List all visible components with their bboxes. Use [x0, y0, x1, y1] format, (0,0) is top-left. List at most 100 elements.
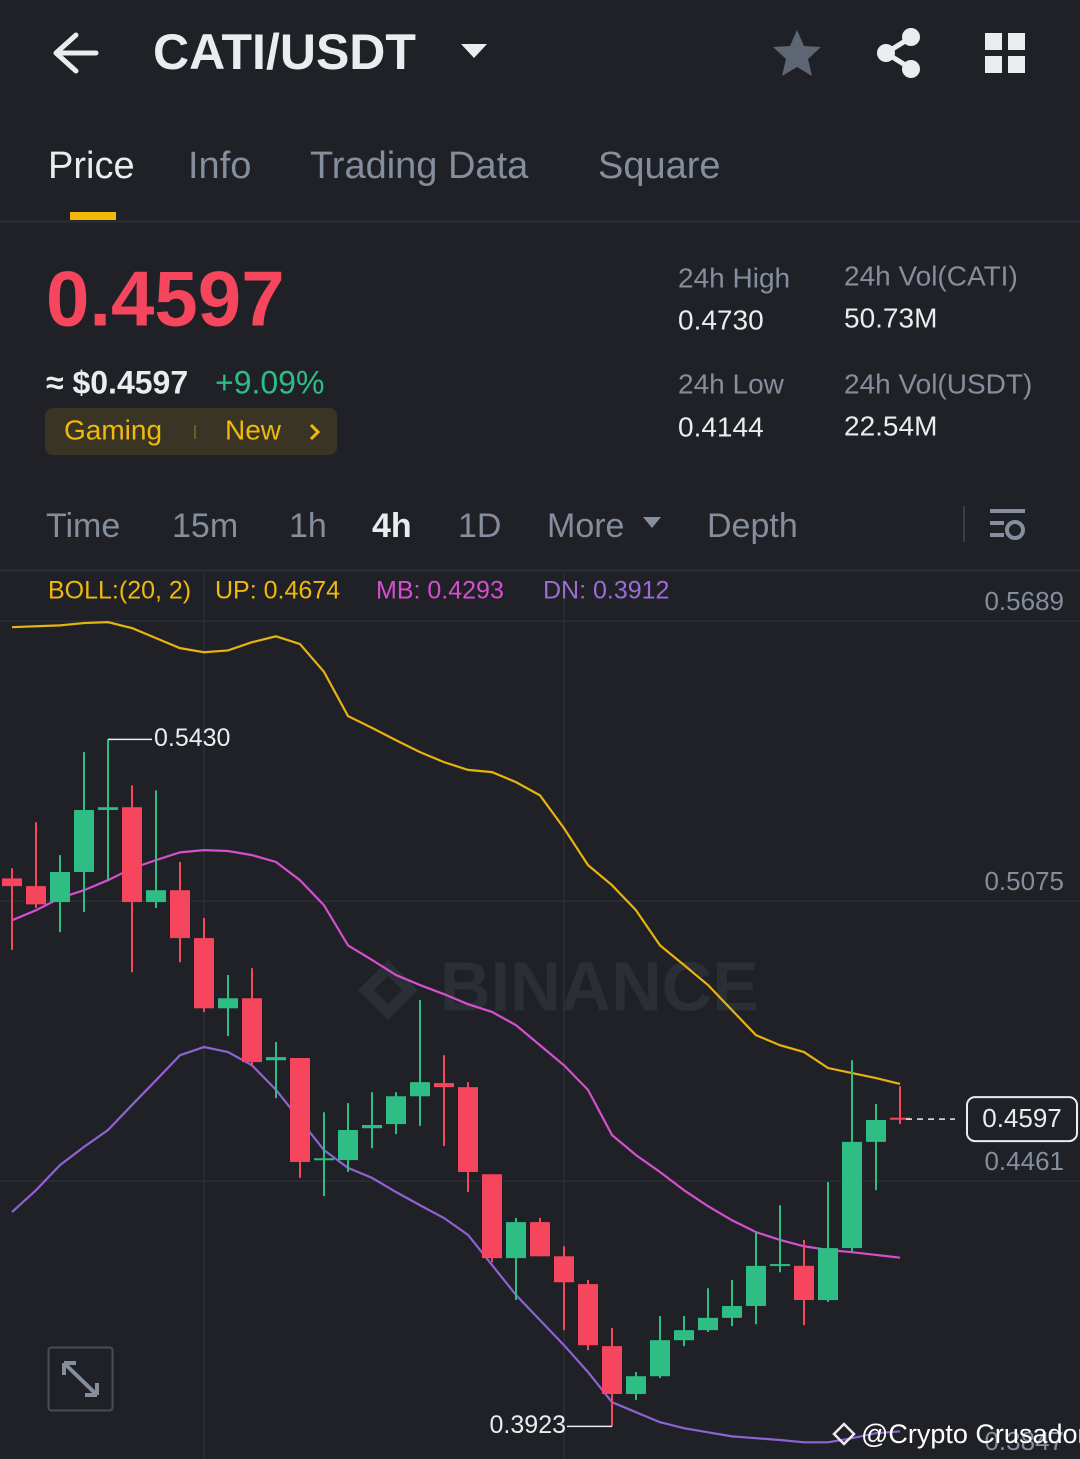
interval[interactable]: 1h — [289, 507, 327, 545]
y-tick-label: 0.5689 — [984, 586, 1064, 616]
candle-body — [842, 1141, 862, 1249]
candle-body — [122, 807, 142, 903]
favorite-star[interactable] — [773, 30, 821, 76]
candle-body — [218, 998, 238, 1009]
y-tick-label: 0.3847 — [984, 1426, 1064, 1456]
watermark-logo — [358, 960, 418, 1020]
candle-body — [2, 878, 22, 887]
y-tick-label: 0.5075 — [984, 866, 1064, 896]
candle-body — [314, 1158, 334, 1161]
interval-active[interactable]: 4h — [372, 507, 412, 545]
candle-body — [818, 1248, 838, 1301]
stat-value: 50.73M — [844, 302, 937, 333]
candle-body — [578, 1284, 598, 1346]
expand-frame — [47, 1346, 114, 1412]
interval[interactable]: More — [547, 507, 624, 545]
interval[interactable]: 1D — [458, 507, 501, 545]
candle-body — [194, 938, 214, 1009]
candle-body — [674, 1330, 694, 1341]
candle-body — [146, 890, 166, 903]
tab[interactable]: Square — [598, 145, 721, 187]
back-button[interactable] — [53, 32, 99, 74]
stat-value: 0.4730 — [678, 304, 764, 335]
interval[interactable]: Depth — [707, 507, 798, 545]
candle-body — [746, 1265, 766, 1306]
candle-body — [554, 1256, 574, 1283]
legend-item: DN: 0.3912 — [543, 577, 669, 605]
candle-body — [362, 1125, 382, 1129]
candle-body — [434, 1083, 454, 1088]
stat-label: 24h Vol(USDT) — [844, 368, 1032, 399]
candle-body — [794, 1265, 814, 1301]
boll-line — [11, 1045, 901, 1444]
stat-value: 22.54M — [844, 410, 937, 441]
tag: Gaming — [64, 414, 162, 445]
watermark: BINANCE — [440, 947, 759, 1025]
candle-body — [242, 998, 262, 1063]
settings-bar — [990, 509, 1025, 513]
grid-cell — [1008, 33, 1025, 50]
candle-body — [386, 1096, 406, 1125]
tab-active[interactable]: Price — [48, 145, 135, 187]
last-price-box — [966, 1096, 1078, 1143]
tag: New — [225, 414, 282, 445]
candle-body — [98, 807, 118, 810]
settings-bar — [990, 521, 1004, 525]
candle-body — [530, 1222, 550, 1257]
y-tick-label: 0.4461 — [984, 1146, 1064, 1176]
expand-button[interactable] — [47, 1346, 114, 1412]
last-price-label: 0.4597 — [982, 1103, 1062, 1133]
share-dot — [902, 28, 920, 46]
expand-icon — [62, 1361, 99, 1397]
pair-caret[interactable] — [461, 44, 487, 58]
candle-body — [410, 1082, 430, 1097]
menu-grid[interactable] — [985, 33, 1025, 73]
high-label: 0.5430 — [154, 724, 230, 752]
tab-indicator — [70, 212, 116, 220]
settings-bar — [990, 533, 1004, 537]
legend-item: MB: 0.4293 — [376, 577, 504, 605]
price-change: +9.09% — [215, 364, 324, 400]
share-dot — [902, 60, 920, 78]
share-button[interactable] — [877, 28, 920, 78]
share-dot — [877, 44, 895, 62]
candle-body — [26, 886, 46, 905]
more-caret[interactable] — [643, 517, 661, 528]
stat-value: 0.4144 — [678, 411, 764, 442]
back-arrow — [53, 32, 99, 74]
credit: @Crypto Crusador — [861, 1419, 1080, 1449]
pair-title[interactable]: CATI/USDT — [153, 24, 416, 80]
legend-item: UP: 0.4674 — [215, 577, 340, 605]
settings-gear — [1005, 520, 1025, 540]
stat-label: 24h Vol(CATI) — [844, 260, 1018, 291]
legend-item: BOLL:(20, 2) — [48, 577, 191, 605]
tag-pill[interactable]: Gaming New — [45, 408, 337, 455]
candle-body — [50, 871, 70, 903]
candle-body — [866, 1119, 886, 1142]
interval[interactable]: 15m — [172, 507, 238, 545]
candle-body — [458, 1087, 478, 1172]
candle-body — [506, 1222, 526, 1259]
candle-body — [770, 1264, 790, 1267]
grid-cell — [1008, 56, 1025, 73]
usd-price: ≈ $0.4597 — [46, 364, 188, 400]
candle-body — [626, 1376, 646, 1394]
chart-settings[interactable] — [990, 509, 1025, 540]
tab[interactable]: Info — [188, 145, 251, 187]
candle-body — [74, 809, 94, 872]
candle-body — [170, 890, 190, 939]
tab[interactable]: Trading Data — [310, 145, 529, 187]
last-price: 0.4597 — [46, 255, 285, 343]
candle-body — [650, 1340, 670, 1377]
low-label: 0.3923 — [490, 1411, 566, 1439]
interval[interactable]: Time — [46, 507, 120, 545]
boll-line — [11, 621, 901, 1086]
candle-body — [266, 1057, 286, 1061]
stat-label: 24h Low — [678, 368, 785, 399]
boll-line — [11, 848, 901, 1259]
grid-cell — [985, 56, 1002, 73]
candle-body — [482, 1174, 502, 1259]
